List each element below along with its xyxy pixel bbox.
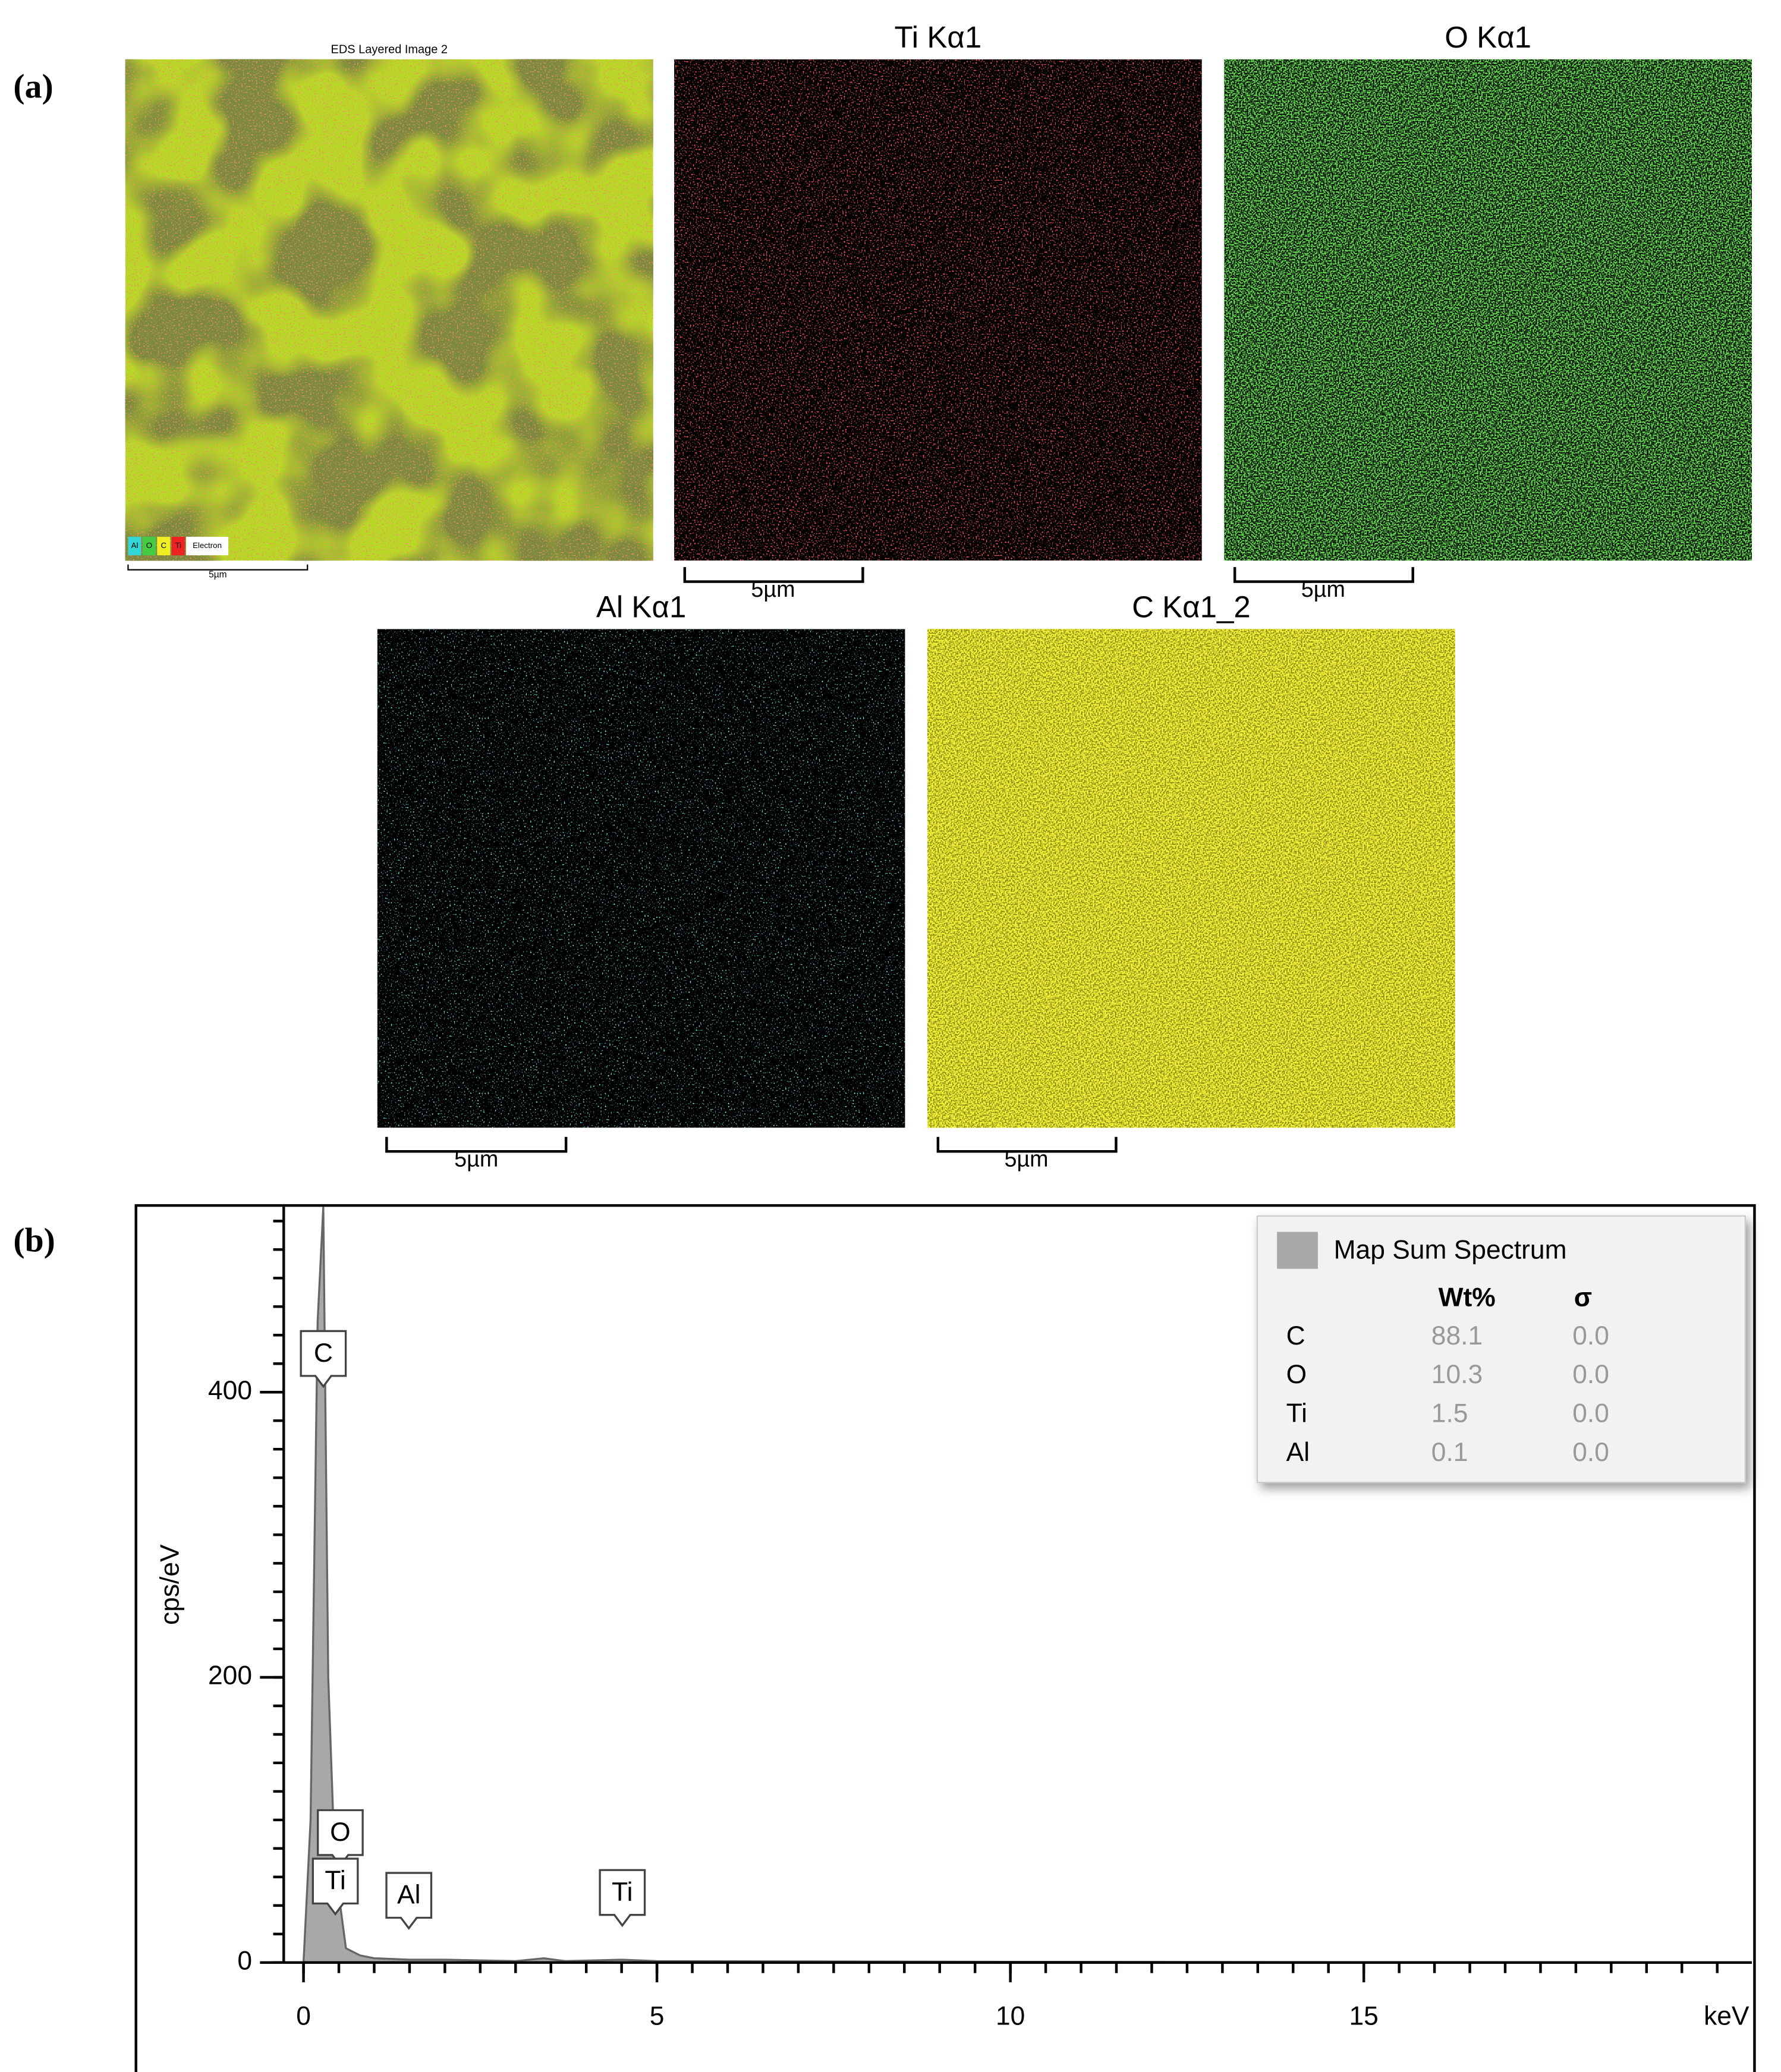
legend-title: Map Sum Spectrum: [1334, 1236, 1567, 1265]
legend-cell: 0.0: [1572, 1360, 1609, 1389]
panel-label: (a): [13, 68, 53, 105]
map-image: [377, 629, 905, 1128]
legend-cell: 0.0: [1572, 1399, 1609, 1428]
peak-label: O: [330, 1818, 351, 1847]
legend: Map Sum Spectrum Wt% σ C 88.1 0.0 O 10.3 0.0 Ti 1.…: [1256, 1215, 1747, 1484]
channel-legend: Al O C Ti Electron: [128, 537, 229, 556]
legend-cell: O: [1286, 1360, 1307, 1389]
peak-marker: [300, 1330, 347, 1388]
chip-label: Al: [131, 541, 139, 550]
x-tick-label: 10: [996, 2002, 1025, 2031]
map-title: C Kα1_2: [1132, 590, 1251, 624]
peak-label: Ti: [612, 1878, 633, 1907]
peak-marker: [599, 1869, 646, 1928]
panel-label: (b): [13, 1222, 55, 1259]
chart-frame: [134, 1204, 1756, 2072]
chip: [186, 537, 229, 556]
legend-cell: 88.1: [1431, 1321, 1483, 1350]
scale-bar-label: 5µm: [454, 1147, 498, 1172]
legend-box: [1256, 1215, 1747, 1484]
y-tick-label: 400: [208, 1376, 252, 1405]
legend-cell: 10.3: [1431, 1360, 1483, 1389]
axis: [282, 1207, 1752, 1964]
legend-header: Wt%: [1439, 1283, 1496, 1312]
x-axis-label: keV: [1704, 2002, 1749, 2031]
chip-label: C: [161, 541, 167, 550]
legend-header: σ: [1574, 1283, 1592, 1312]
chip-label: Electron: [193, 541, 222, 550]
map-image: [125, 59, 653, 561]
scale-bar: [1233, 567, 1414, 583]
scale-bar: [936, 1136, 1118, 1153]
scale-bar: [683, 567, 864, 583]
x-tick-label: 0: [296, 2002, 311, 2031]
legend-cell: Al: [1286, 1438, 1310, 1467]
chip: [142, 537, 156, 556]
legend-cell: 0.1: [1431, 1438, 1468, 1467]
map-title: Al Kα1: [596, 590, 686, 624]
y-axis-label: cps/eV: [155, 1544, 184, 1625]
y-tick-label: 200: [208, 1661, 252, 1690]
legend-cell: C: [1286, 1321, 1305, 1350]
map-image: [927, 629, 1455, 1128]
peak-label: Ti: [325, 1866, 345, 1895]
y-tick-label: 0: [237, 1947, 252, 1976]
legend-cell: 0.0: [1572, 1321, 1609, 1350]
scale-bar-label: 5µm: [1004, 1147, 1048, 1172]
chip-label: Ti: [175, 541, 181, 550]
legend-cell: 1.5: [1431, 1399, 1468, 1428]
map-image: [1224, 59, 1752, 561]
legend-cell: Ti: [1286, 1399, 1307, 1428]
x-tick-label: 5: [650, 2002, 665, 2031]
scale-bar: [127, 564, 309, 571]
chip: [157, 537, 171, 556]
peak-label: C: [314, 1339, 333, 1368]
legend-cell: 0.0: [1572, 1438, 1609, 1467]
x-tick-label: 15: [1349, 2002, 1379, 2031]
chip: [128, 537, 141, 556]
chip: [171, 537, 185, 556]
peak-marker: [311, 1857, 359, 1916]
legend-swatch: [1277, 1232, 1318, 1269]
map-title: EDS Layered Image 2: [331, 43, 448, 56]
peak-marker: [385, 1872, 433, 1931]
peak-label: Al: [397, 1881, 420, 1910]
map-image: [674, 59, 1202, 561]
scale-bar: [385, 1136, 568, 1153]
scale-bar-label: 5µm: [751, 577, 795, 602]
map-title: O Kα1: [1445, 20, 1531, 54]
chip-label: O: [146, 541, 152, 550]
spectrum-line: [302, 1207, 1746, 1963]
scale-bar-label: 5µm: [209, 570, 226, 580]
scale-bar-label: 5µm: [1301, 577, 1345, 602]
map-title: Ti Kα1: [895, 20, 982, 54]
